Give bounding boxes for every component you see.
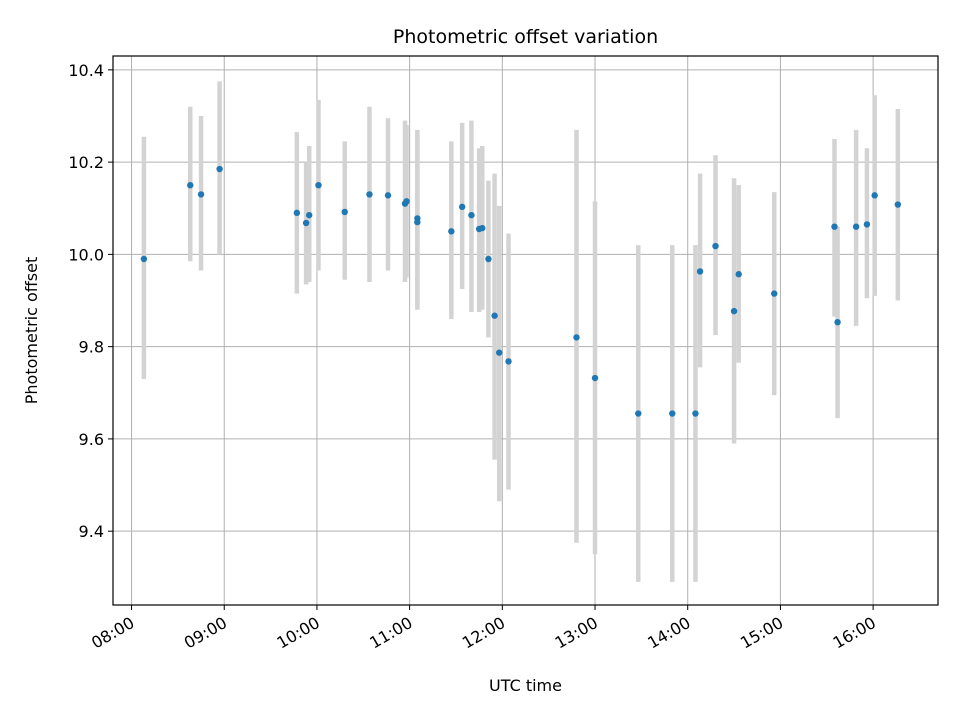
- x-tick-label: 16:00: [830, 613, 879, 653]
- plot-frame: [112, 55, 939, 606]
- data-point: [293, 209, 301, 217]
- data-point: [458, 203, 466, 211]
- y-tick-label: 9.4: [79, 522, 104, 541]
- data-point: [696, 268, 704, 275]
- data-point: [302, 219, 310, 227]
- chart-title: Photometric offset variation: [393, 26, 658, 48]
- data-point: [414, 215, 421, 222]
- data-point: [871, 192, 878, 199]
- data-point: [591, 374, 599, 382]
- data-point: [692, 410, 699, 417]
- x-axis-ticks: 08:00 09:00 10:00 11:00 12:00 13:00 14:00 15:00…: [88, 605, 879, 653]
- data-point: [187, 181, 194, 189]
- x-tick-label: 09:00: [181, 613, 230, 653]
- data-point: [894, 201, 902, 208]
- data-point: [448, 228, 455, 235]
- data-point: [712, 242, 719, 250]
- y-tick-label: 9.6: [79, 430, 104, 449]
- data-point: [505, 358, 512, 365]
- data-points: [140, 165, 902, 417]
- data-point: [315, 181, 322, 189]
- data-point: [341, 208, 348, 216]
- data-point: [479, 224, 486, 232]
- x-tick-label: 13:00: [552, 613, 601, 653]
- y-tick-label: 10.0: [68, 245, 104, 264]
- data-point: [635, 410, 642, 417]
- data-point: [197, 191, 205, 198]
- data-point: [496, 349, 503, 356]
- error-bars: [141, 81, 901, 582]
- data-point: [306, 211, 313, 219]
- data-point: [852, 223, 860, 230]
- grid: [113, 56, 938, 605]
- x-tick-label: 08:00: [88, 613, 137, 653]
- y-tick-label: 9.8: [79, 338, 104, 357]
- data-point: [771, 290, 778, 297]
- y-axis-ticks: 9.4 9.6 9.8 10.0 10.2 10.4: [68, 61, 113, 541]
- x-tick-label: 12:00: [459, 613, 508, 653]
- x-tick-label: 10:00: [274, 613, 323, 653]
- data-point: [863, 221, 871, 228]
- data-point: [831, 223, 838, 230]
- data-point: [573, 334, 580, 341]
- data-point: [216, 165, 223, 173]
- data-point: [730, 307, 738, 315]
- y-tick-label: 10.2: [68, 153, 104, 172]
- data-point: [834, 318, 841, 326]
- data-point: [403, 198, 410, 205]
- data-point: [735, 271, 742, 278]
- data-point: [669, 410, 676, 417]
- y-tick-label: 10.4: [68, 61, 104, 80]
- data-point: [491, 312, 498, 319]
- x-axis-label: UTC time: [489, 676, 562, 695]
- x-tick-label: 15:00: [737, 613, 786, 653]
- data-point: [384, 192, 392, 199]
- x-tick-label: 14:00: [644, 613, 693, 653]
- data-point: [485, 255, 492, 263]
- data-point: [140, 255, 148, 263]
- data-point: [366, 191, 373, 198]
- y-axis-label: Photometric offset: [22, 257, 41, 405]
- data-point: [468, 211, 475, 219]
- x-tick-label: 11:00: [366, 613, 415, 653]
